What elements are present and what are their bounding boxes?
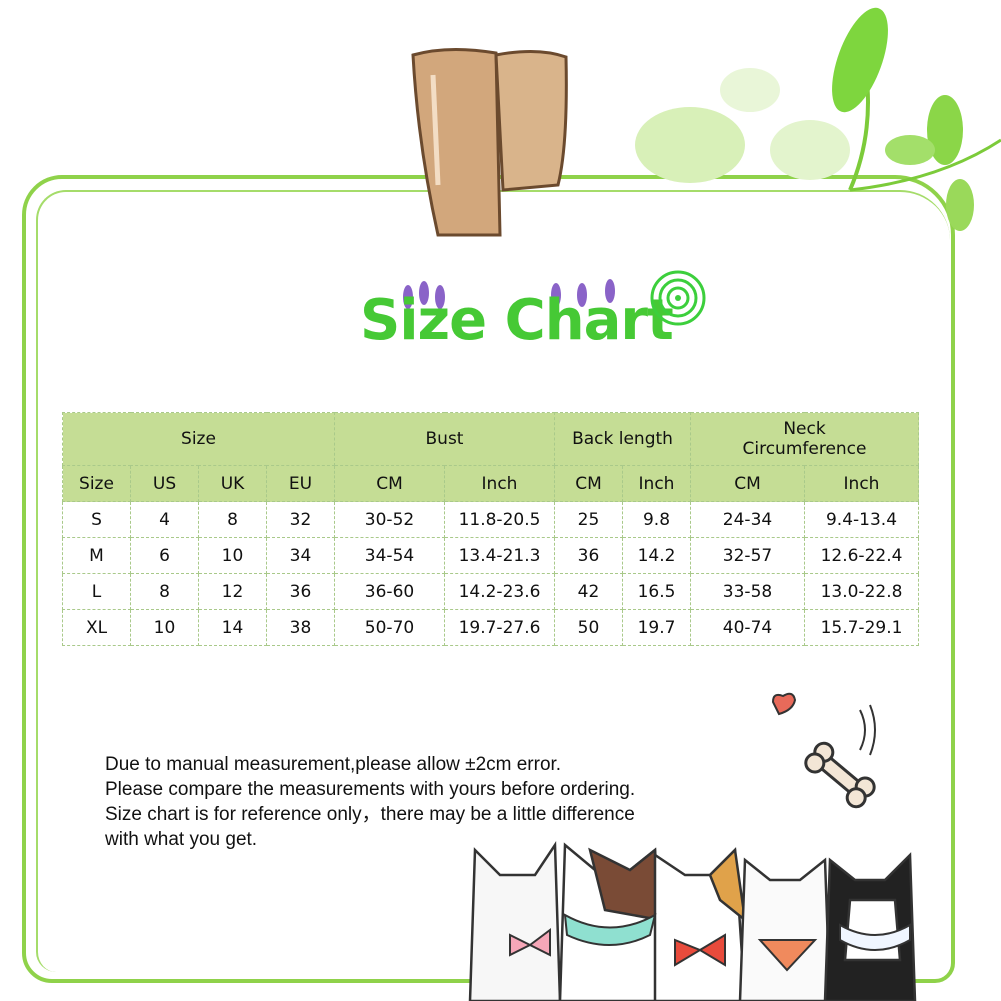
note-line: with what you get. — [105, 829, 258, 850]
heart-bone-decoration — [771, 692, 876, 809]
column-header-row: Size US UK EU CM Inch CM Inch CM Inch — [62, 465, 919, 502]
column-header: CM — [690, 465, 805, 502]
table-cell: 10 — [198, 537, 267, 574]
column-header: US — [130, 465, 199, 502]
leaves-icon — [635, 7, 1001, 231]
petals-icon — [403, 279, 615, 309]
note-line: Size chart is for reference only，there m… — [105, 804, 635, 825]
column-header: Inch — [804, 465, 919, 502]
table-cell: 8 — [198, 501, 267, 538]
table-cell: 15.7-29.1 — [804, 609, 919, 646]
table-cell: 8 — [130, 573, 199, 610]
table-row: L 8 12 36 36-60 14.2-23.6 42 16.5 33-58 13.0-22.8 — [62, 573, 919, 610]
clip-icon — [411, 47, 568, 237]
column-header: EU — [266, 465, 335, 502]
table-cell: 32 — [266, 501, 335, 538]
table-cell: 11.8-20.5 — [444, 501, 555, 538]
table-cell: 34 — [266, 537, 335, 574]
table-cell: 30-52 — [334, 501, 445, 538]
table-cell: 34-54 — [334, 537, 445, 574]
page-title: Size Chart — [360, 288, 674, 353]
group-header-row: Size Bust Back length Neck Circumference — [62, 412, 919, 466]
table-cell: M — [62, 537, 131, 574]
size-table: Size Bust Back length Neck Circumference … — [62, 412, 919, 646]
column-header: Size — [62, 465, 131, 502]
table-cell: 12.6-22.4 — [804, 537, 919, 574]
table-cell: 10 — [130, 609, 199, 646]
column-header: Inch — [444, 465, 555, 502]
table-cell: 13.4-21.3 — [444, 537, 555, 574]
table-cell: 14.2-23.6 — [444, 573, 555, 610]
table-cell: 50-70 — [334, 609, 445, 646]
table-cell: 9.4-13.4 — [804, 501, 919, 538]
table-cell: 36 — [266, 573, 335, 610]
group-neck: Neck Circumference — [690, 412, 919, 466]
table-cell: 32-57 — [690, 537, 805, 574]
table-cell: 19.7 — [622, 609, 691, 646]
neck-line1: Neck — [783, 419, 826, 439]
notes: Due to manual measurement,please allow ±… — [105, 752, 635, 852]
table-cell: 33-58 — [690, 573, 805, 610]
column-header: CM — [554, 465, 623, 502]
cats-illustration — [468, 841, 917, 1001]
table-cell: L — [62, 573, 131, 610]
bone-icon — [804, 741, 876, 809]
group-bust: Bust — [334, 412, 555, 466]
table-cell: S — [62, 501, 131, 538]
table-cell: 24-34 — [690, 501, 805, 538]
table-cell: 36 — [554, 537, 623, 574]
table-cell: 38 — [266, 609, 335, 646]
table-cell: 14.2 — [622, 537, 691, 574]
heart-icon — [771, 692, 797, 716]
table-cell: 6 — [130, 537, 199, 574]
table-cell: XL — [62, 609, 131, 646]
column-header: Inch — [622, 465, 691, 502]
table-cell: 12 — [198, 573, 267, 610]
table-row: S 4 8 32 30-52 11.8-20.5 25 9.8 24-34 9.4-13.4 — [62, 501, 919, 538]
table-row: XL 10 14 38 50-70 19.7-27.6 50 19.7 40-74 15.7-29… — [62, 609, 919, 646]
group-back-length: Back length — [554, 412, 691, 466]
table-cell: 50 — [554, 609, 623, 646]
table-cell: 19.7-27.6 — [444, 609, 555, 646]
spiral-icon — [650, 270, 706, 326]
column-header: CM — [334, 465, 445, 502]
table-row: M 6 10 34 34-54 13.4-21.3 36 14.2 32-57 12.6-22.4 — [62, 537, 919, 574]
table-cell: 14 — [198, 609, 267, 646]
table-cell: 16.5 — [622, 573, 691, 610]
note-line: Please compare the measurements with you… — [105, 779, 636, 800]
neck-line2: Circumference — [742, 439, 867, 459]
note-line: Due to manual measurement,please allow ±… — [105, 754, 562, 775]
table-cell: 25 — [554, 501, 623, 538]
table-cell: 40-74 — [690, 609, 805, 646]
table-cell: 36-60 — [334, 573, 445, 610]
table-cell: 42 — [554, 573, 623, 610]
table-cell: 13.0-22.8 — [804, 573, 919, 610]
column-header: UK — [198, 465, 267, 502]
table-cell: 9.8 — [622, 501, 691, 538]
table-cell: 4 — [130, 501, 199, 538]
group-size: Size — [62, 412, 335, 466]
